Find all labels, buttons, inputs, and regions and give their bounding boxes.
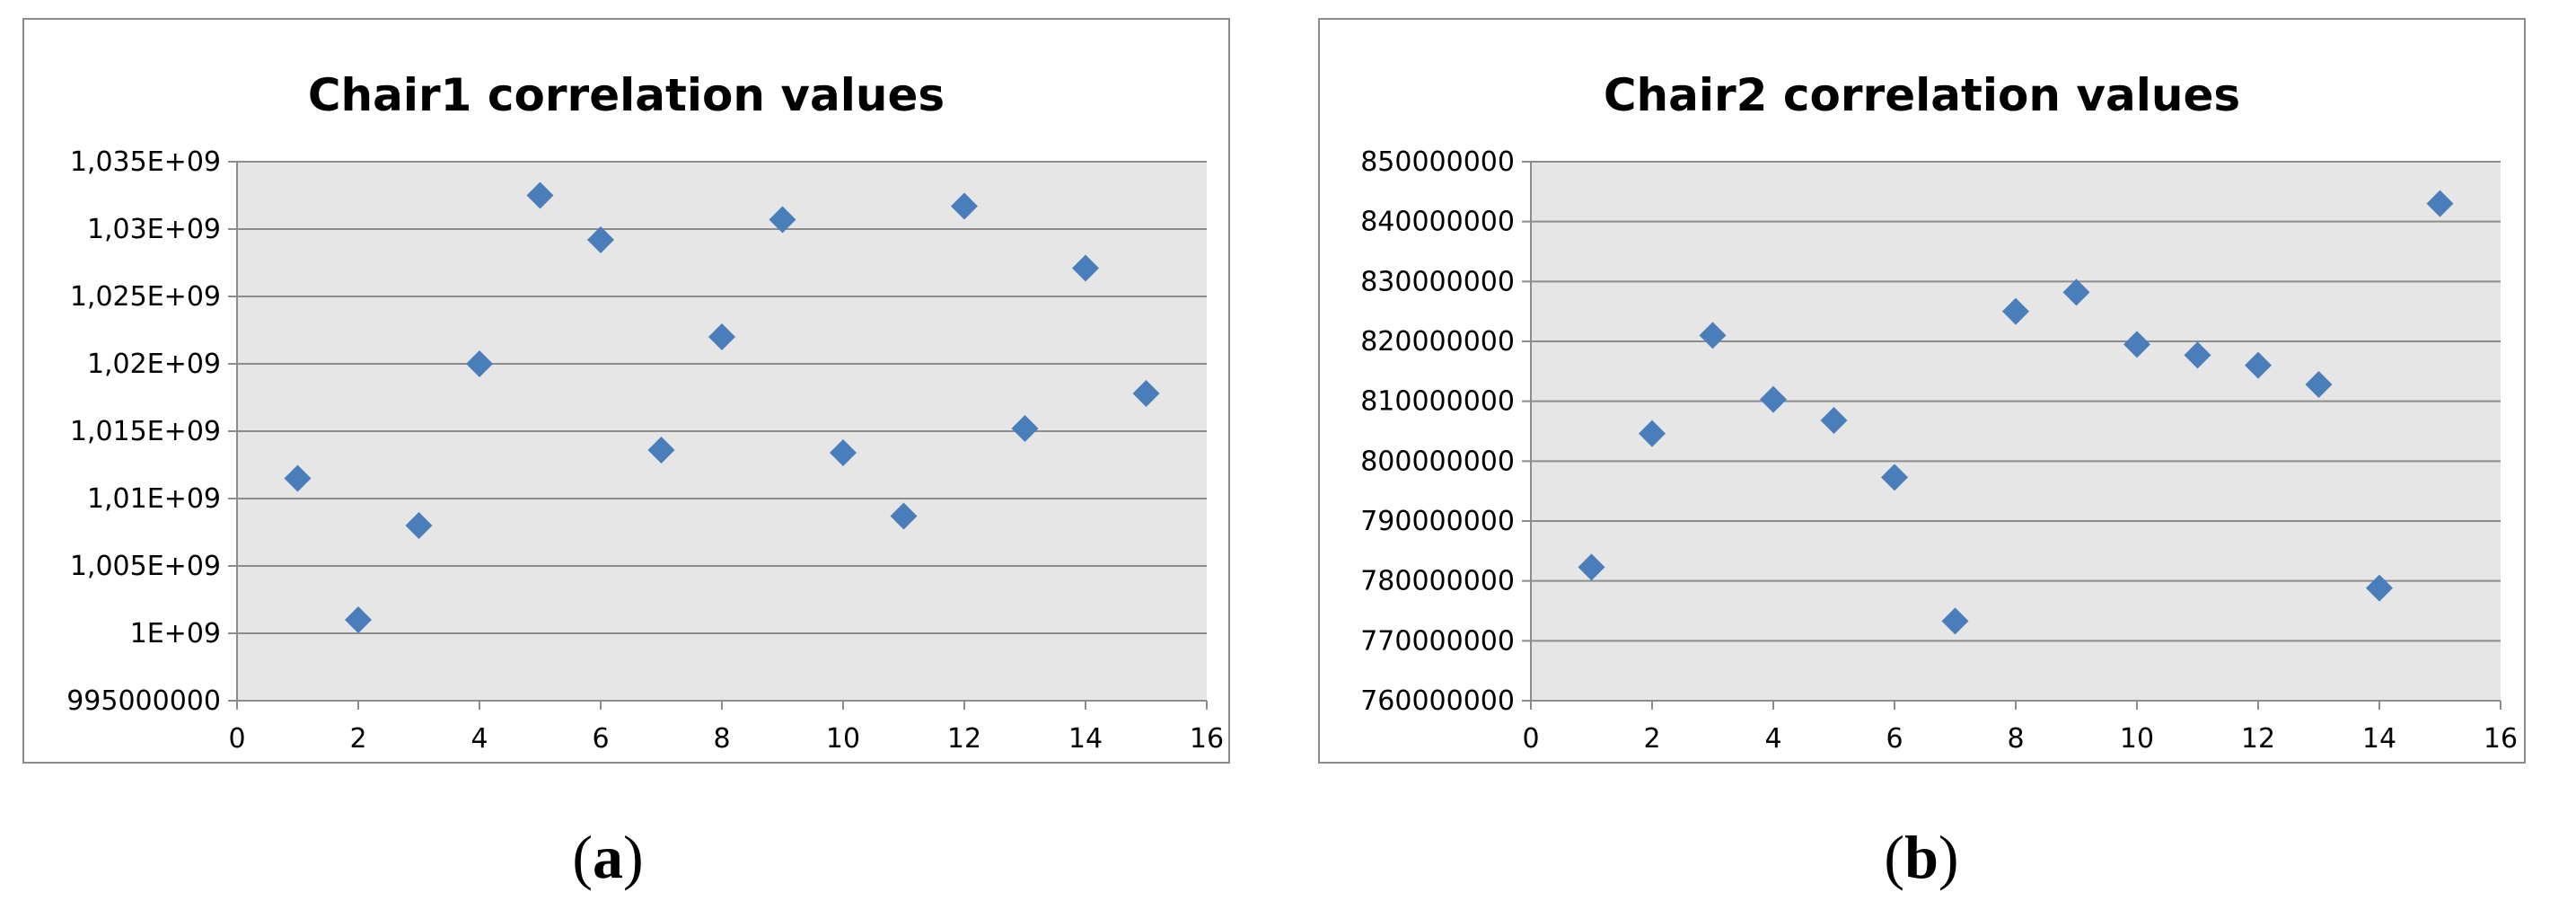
x-tick-label: 0	[1522, 723, 1539, 755]
chart-panel-chair1: Chair1 correlation values 995000000 1E+09…	[22, 18, 1230, 764]
y-tick-label: 1,03E+09	[87, 214, 221, 245]
data-point-marker	[1072, 254, 1099, 282]
data-point-marker	[951, 192, 978, 220]
data-point-marker	[2426, 190, 2454, 217]
scatter-plot-chair1: 995000000 1E+09 1,005E+09 1,01E+09 1,015E+09…	[66, 146, 1224, 755]
data-point-marker	[2062, 278, 2090, 306]
y-tick-label: 800000000	[1360, 446, 1515, 477]
x-tick-label: 2	[1643, 723, 1660, 755]
data-point-marker	[284, 464, 312, 492]
x-tick-label: 6	[592, 723, 609, 755]
y-tick-label: 830000000	[1360, 266, 1515, 297]
x-tick-label: 0	[228, 723, 245, 755]
chart-title: Chair2 correlation values	[1603, 69, 2241, 121]
x-tick-label: 16	[2484, 723, 2518, 755]
y-tick-label: 770000000	[1360, 625, 1515, 657]
data-point-marker	[1760, 385, 1787, 413]
data-point-marker	[1132, 380, 1160, 407]
data-point-marker	[2245, 351, 2272, 379]
x-tick-label: 10	[2120, 723, 2154, 755]
y-tick-label: 1,025E+09	[70, 281, 221, 313]
data-point-marker	[345, 606, 372, 633]
data-point-marker	[1881, 464, 1908, 491]
x-tick-label: 16	[1190, 723, 1224, 755]
data-point-marker	[587, 226, 614, 253]
y-tick-label: 820000000	[1360, 326, 1515, 358]
data-point-marker	[1820, 407, 1848, 434]
data-point-marker	[2002, 297, 2029, 325]
data-point-marker	[1011, 415, 1039, 442]
x-tick-label: 12	[947, 723, 981, 755]
plot-area	[1531, 162, 2501, 701]
y-tick-label: 760000000	[1360, 685, 1515, 717]
x-tick-label: 2	[349, 723, 366, 755]
figure-caption-b: (b)	[1868, 822, 1975, 893]
x-tick-label: 14	[1068, 723, 1103, 755]
data-point-marker	[1578, 553, 1605, 581]
data-point-marker	[526, 181, 554, 209]
y-tick-label: 1E+09	[130, 618, 221, 649]
scatter-plot-chair2: 760000000 770000000 780000000 790000000 8000…	[1360, 146, 2518, 755]
y-tick-label: 840000000	[1360, 207, 1515, 238]
data-point-marker	[1639, 420, 1666, 447]
x-tick-label: 4	[470, 723, 488, 755]
data-point-marker	[708, 323, 735, 350]
chart-panel-chair2: Chair2 correlation values 760000000 77000…	[1318, 18, 2526, 764]
data-point-marker	[2123, 331, 2150, 358]
x-tick-label: 10	[826, 723, 860, 755]
data-point-marker	[405, 512, 433, 539]
data-point-marker	[466, 350, 493, 377]
x-tick-label: 6	[1886, 723, 1903, 755]
y-tick-label: 995000000	[66, 685, 221, 717]
caption-letter: b	[1904, 823, 1939, 891]
x-tick-label: 8	[713, 723, 730, 755]
chart-title: Chair1 correlation values	[307, 69, 945, 121]
data-point-marker	[830, 439, 857, 466]
y-tick-label: 850000000	[1360, 146, 1515, 178]
y-tick-label: 810000000	[1360, 386, 1515, 418]
x-tick-label: 12	[2241, 723, 2275, 755]
data-point-marker	[769, 206, 796, 234]
caption-close-paren: )	[1938, 823, 1959, 891]
y-tick-label: 1,02E+09	[87, 349, 221, 380]
y-tick-label: 1,015E+09	[70, 416, 221, 447]
caption-close-paren: )	[623, 823, 644, 891]
caption-open-paren: (	[572, 823, 593, 891]
data-point-marker	[647, 437, 675, 464]
x-tick-label: 8	[2007, 723, 2024, 755]
data-point-marker	[890, 502, 918, 530]
data-point-marker	[2366, 574, 2393, 602]
data-point-marker	[2184, 341, 2211, 369]
data-point-marker	[1941, 607, 1969, 635]
y-tick-label: 790000000	[1360, 506, 1515, 537]
y-tick-label: 1,01E+09	[87, 483, 221, 515]
x-tick-label: 14	[2362, 723, 2396, 755]
data-point-marker	[1699, 322, 1727, 349]
data-point-marker	[2305, 371, 2333, 398]
x-tick-label: 4	[1764, 723, 1781, 755]
caption-letter: a	[593, 823, 623, 891]
y-tick-label: 780000000	[1360, 566, 1515, 597]
y-tick-label: 1,035E+09	[70, 146, 221, 178]
y-tick-label: 1,005E+09	[70, 551, 221, 582]
figure-caption-a: (a)	[554, 822, 662, 893]
caption-open-paren: (	[1884, 823, 1905, 891]
